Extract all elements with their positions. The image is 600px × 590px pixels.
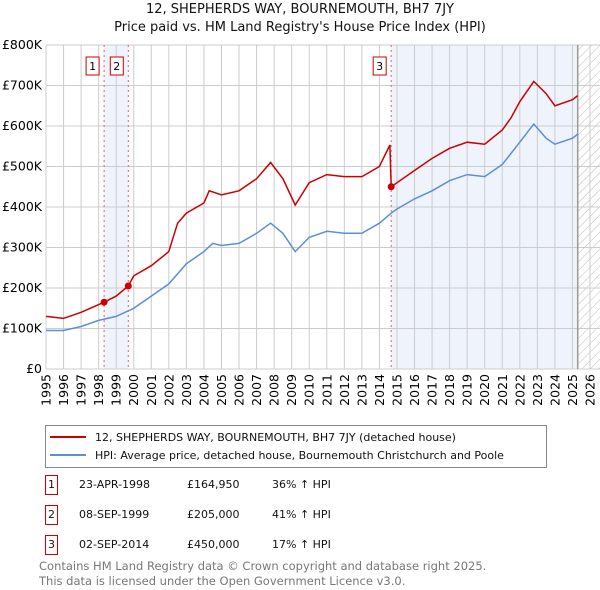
hpi-delta: 41% ↑ HPI: [272, 508, 331, 521]
y-tick-label: £700K: [2, 78, 43, 93]
x-tick-label: 2010: [302, 374, 317, 406]
y-tick-label: £0: [26, 361, 42, 376]
x-tick-label: 2023: [530, 374, 545, 406]
sale-marker-box: [109, 56, 124, 76]
legend-label: HPI: Average price, detached house, Bour…: [95, 448, 504, 462]
x-tick-label: 2019: [460, 374, 475, 406]
x-tick-label: 2017: [425, 374, 440, 406]
x-tick-label: 2007: [249, 374, 264, 406]
table-row: 1 23-APR-1998 £164,950 36% ↑ HPI: [45, 475, 445, 495]
sale-point: [124, 282, 132, 290]
price: £164,950: [187, 478, 240, 491]
x-tick-label: 2021: [495, 374, 510, 406]
y-tick-label: £100K: [2, 321, 43, 336]
x-tick-label: 2014: [372, 374, 387, 406]
legend-swatch-blue: [50, 454, 86, 456]
x-tick-label: 2003: [179, 374, 194, 406]
x-tick-label: 1998: [91, 374, 106, 406]
x-tick-label: 2015: [389, 374, 404, 406]
hpi-line: [46, 122, 579, 332]
table-row: 3 02-SEP-2014 £450,000 17% ↑ HPI: [45, 535, 445, 555]
hpi-delta: 36% ↑ HPI: [272, 478, 331, 491]
y-tick-label: £200K: [2, 280, 43, 295]
x-tick-label: 2001: [144, 374, 159, 406]
x-tick-label: 2005: [214, 374, 229, 406]
x-tick-label: 1999: [109, 374, 124, 406]
x-tick-label: 2024: [547, 374, 562, 406]
chart-subtitle: Price paid vs. HM Land Registry's House …: [114, 20, 486, 35]
legend: 12, SHEPHERDS WAY, BOURNEMOUTH, BH7 7JY …: [45, 425, 547, 468]
x-tick-label: 2006: [232, 374, 247, 406]
x-tick-label: 2026: [583, 374, 598, 406]
chart: £0 £100K £200K £300K £400K £500K £600K £700K £80…: [2, 37, 600, 406]
marker-badge: 2: [45, 505, 58, 525]
sale-point: [100, 298, 108, 306]
table-row: 2 08-SEP-1999 £205,000 41% ↑ HPI: [45, 505, 445, 525]
date: 02-SEP-2014: [79, 538, 150, 551]
price: £205,000: [187, 508, 240, 521]
x-tick-label: 2004: [196, 374, 211, 406]
chart-title: 12, SHEPHERDS WAY, BOURNEMOUTH, BH7 7JY: [145, 2, 455, 17]
sale-marker-label: 3: [376, 60, 383, 73]
x-tick-label: 2011: [319, 374, 334, 406]
y-tick-label: £500K: [2, 159, 43, 174]
x-tick-label: 2018: [442, 374, 457, 406]
x-tick-label: 1997: [74, 374, 89, 406]
x-tick-label: 1995: [39, 374, 54, 406]
y-tick-label: £800K: [2, 37, 43, 52]
x-tick-label: 2022: [512, 374, 527, 406]
x-tick-label: 2016: [407, 374, 422, 406]
x-tick-label: 2013: [354, 374, 369, 406]
sale-marker-box: [372, 56, 387, 76]
sale-marker-box: [85, 56, 100, 76]
x-tick-label: 2002: [161, 374, 176, 406]
footer-licence: This data is licensed under the Open Gov…: [39, 574, 406, 588]
sale-point: [387, 183, 395, 191]
hpi-delta: 17% ↑ HPI: [272, 538, 331, 551]
x-tick-label: 2012: [337, 374, 352, 406]
y-tick-label: £600K: [2, 118, 43, 133]
footer-copyright: Contains HM Land Registry data © Crown c…: [39, 559, 487, 573]
legend-swatch-red: [50, 436, 86, 438]
x-tick-label: 2008: [267, 374, 282, 406]
x-tick-label: 2000: [126, 374, 141, 406]
price-paid-line: [45, 80, 579, 320]
legend-label: 12, SHEPHERDS WAY, BOURNEMOUTH, BH7 7JY …: [95, 430, 456, 444]
x-tick-label: 2020: [477, 374, 492, 406]
y-tick-label: £400K: [2, 199, 43, 214]
sale-marker-label: 2: [113, 60, 120, 73]
x-tick-label: 2025: [565, 374, 580, 406]
date: 23-APR-1998: [79, 478, 151, 491]
marker-badge: 3: [45, 535, 58, 555]
legend-item-price: 12, SHEPHERDS WAY, BOURNEMOUTH, BH7 7JY …: [50, 429, 456, 445]
price: £450,000: [187, 538, 240, 551]
date: 08-SEP-1999: [79, 508, 150, 521]
legend-item-hpi: HPI: Average price, detached house, Bour…: [50, 447, 504, 463]
sale-marker-label: 1: [89, 60, 96, 73]
marker-badge: 1: [45, 475, 58, 495]
y-tick-label: £300K: [2, 240, 43, 255]
x-tick-label: 1996: [56, 374, 71, 406]
x-tick-label: 2009: [284, 374, 299, 406]
